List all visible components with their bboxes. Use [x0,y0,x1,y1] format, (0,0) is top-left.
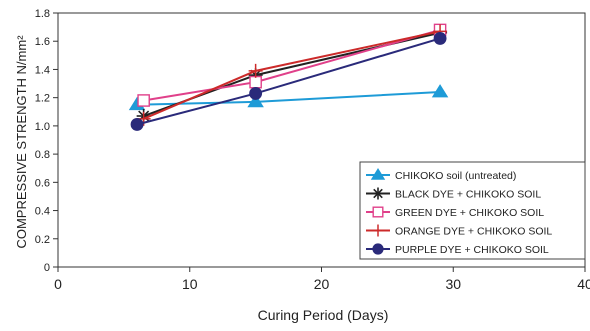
data-point [247,93,264,108]
data-point [249,86,263,100]
x-tick-label: 0 [54,276,62,292]
series-line [136,37,441,126]
y-tick-label: 1.6 [35,36,50,48]
y-tick-label: 1.2 [35,93,50,105]
legend-label: BLACK DYE + CHIKOKO SOIL [395,189,541,201]
legend-item: CHIKOKO soil (untreated) [366,168,516,182]
x-tick-label: 20 [314,276,330,292]
y-tick-label: 1.4 [35,64,50,76]
series-lines [128,23,449,131]
x-axis-label: Curing Period (Days) [258,307,389,323]
x-tick-label: 10 [182,276,198,292]
series-0 [128,84,449,111]
legend-box [359,161,586,260]
legend-label: GREEN DYE + CHIKOKO SOIL [395,207,544,219]
tick-labels: 0 10 20 30 40 0 0.2 0.4 0.6 0.8 1.0 1.2 1.4 1.6 1.8 [35,8,590,292]
data-point [431,84,449,98]
legend-item: BLACK DYE + CHIKOKO SOIL [366,187,541,201]
series-4 [130,31,447,131]
y-axis-label: COMPRESSIVE STRENGTH N/mm² [14,35,29,249]
y-tick-label: 0 [44,262,50,274]
legend-item: PURPLE DYE + CHIKOKO SOIL [366,243,549,256]
series-line [143,30,441,120]
y-tick-label: 1.0 [35,121,50,133]
data-point [249,75,262,89]
data-point [248,63,263,78]
legend: CHIKOKO soil (untreated) BLACK DYE + CHIK… [359,161,586,260]
x-tick-label: 40 [577,276,590,292]
y-tick-label: 0.8 [35,149,50,161]
legend-item: ORANGE DYE + CHIKOKO SOIL [366,224,552,238]
data-point [137,94,150,107]
y-tick-label: 1.8 [35,8,50,20]
series-3 [136,24,448,126]
data-point [433,31,447,45]
legend-marker [372,206,384,218]
legend-label: ORANGE DYE + CHIKOKO SOIL [395,226,552,238]
legend-marker [372,187,384,200]
legend-label: PURPLE DYE + CHIKOKO SOIL [395,244,549,256]
legend-label: CHIKOKO soil (untreated) [395,170,516,182]
legend-marker [370,168,386,180]
legend-marker [372,243,384,255]
y-tick-label: 0.2 [35,234,50,246]
x-tick-label: 30 [445,276,461,292]
y-tick-label: 0.4 [35,206,50,218]
y-tick-label: 0.6 [35,177,50,189]
data-point [130,118,144,131]
legend-marker [372,224,384,237]
legend-item: GREEN DYE + CHIKOKO SOIL [366,206,544,219]
